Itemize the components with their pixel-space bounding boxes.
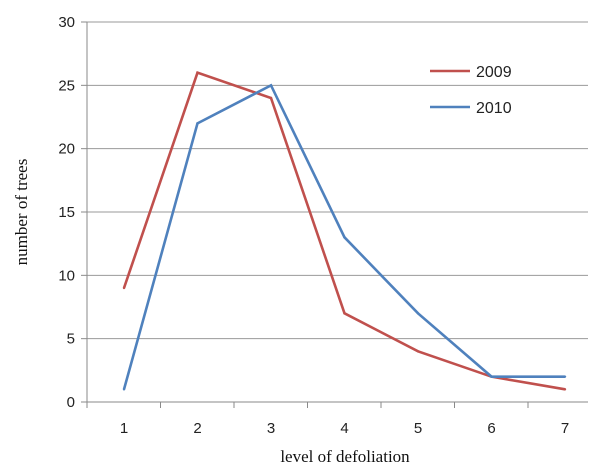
x-axis-title: level of defoliation	[280, 447, 410, 466]
x-tick-label-5: 5	[414, 420, 422, 437]
legend-label-2009: 2009	[476, 64, 512, 81]
x-tick-label-6: 6	[487, 420, 495, 437]
x-tick-label-7: 7	[561, 420, 569, 437]
point-2009-7	[563, 388, 567, 391]
y-tick-label-5: 5	[67, 331, 75, 348]
series-lines	[122, 71, 567, 391]
y-tick-label-20: 20	[58, 141, 75, 158]
x-tick-label-4: 4	[340, 420, 348, 437]
x-tick-label-2: 2	[193, 420, 201, 437]
legend: 2009 2010	[424, 59, 530, 119]
y-tick-label-10: 10	[58, 267, 75, 284]
y-tick-label-0: 0	[67, 394, 75, 411]
point-2009-1	[122, 286, 126, 290]
y-tick-label-30: 30	[58, 14, 75, 31]
point-2009-4	[343, 312, 346, 315]
y-tick-label-15: 15	[58, 204, 75, 221]
point-2010-6	[490, 375, 493, 378]
x-tick-labels: 1 2 3 4 5 6 7	[86, 402, 569, 437]
point-2009-3	[269, 96, 273, 100]
legend-label-2010: 2010	[476, 100, 512, 117]
x-tick-label-1: 1	[120, 420, 128, 437]
y-tick-labels: 0 5 10 15 20 25 30	[58, 14, 75, 411]
point-2010-4	[343, 236, 346, 239]
y-tick-label-25: 25	[58, 77, 75, 94]
point-2009-2	[196, 71, 199, 74]
y-axis-title: number of trees	[12, 159, 31, 266]
x-tick-label-3: 3	[267, 420, 275, 437]
series-line-2009	[122, 71, 566, 391]
point-2010-1	[122, 388, 126, 391]
gridlines	[81, 21, 588, 403]
point-2010-7	[563, 375, 567, 378]
point-2010-2	[196, 122, 199, 125]
point-2010-5	[416, 312, 420, 315]
point-2010-3	[269, 84, 273, 87]
point-2009-5	[416, 350, 420, 353]
